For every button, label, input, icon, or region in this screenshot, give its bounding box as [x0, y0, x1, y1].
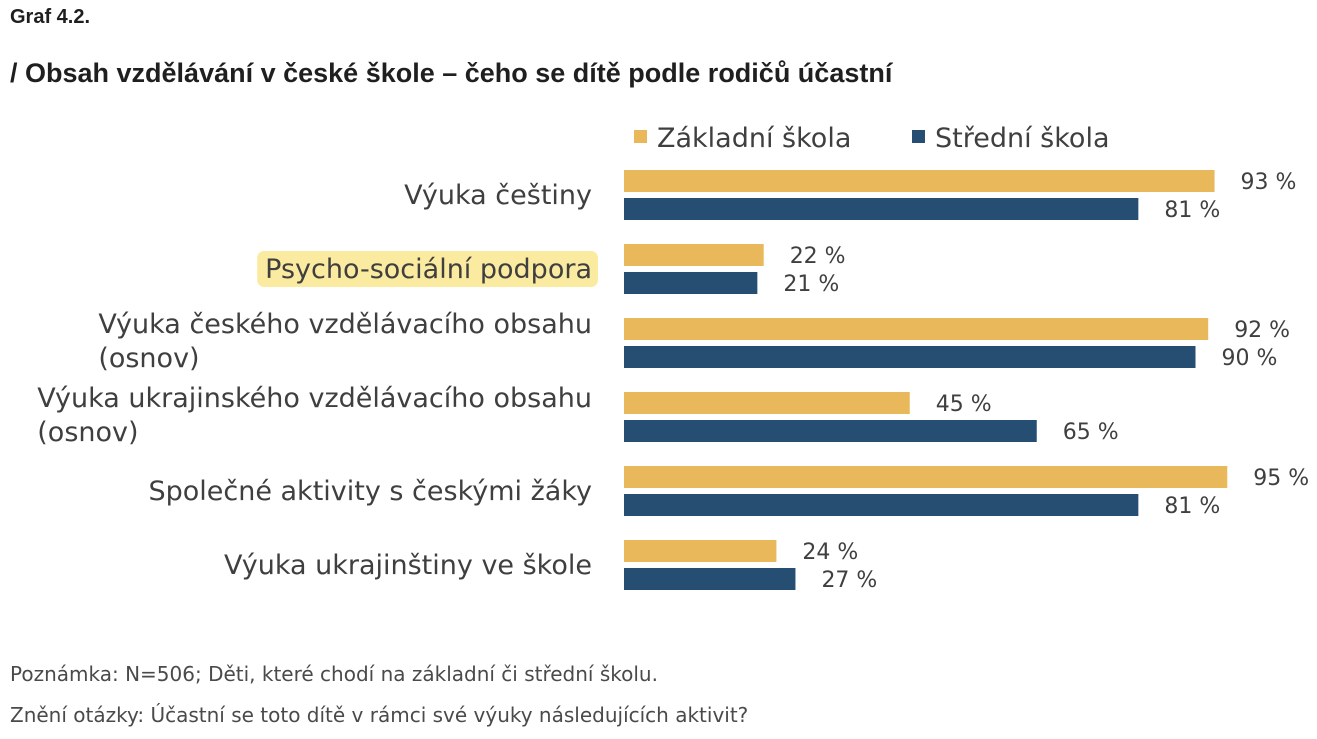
- bar-stredni: [624, 198, 1139, 220]
- bar-chart: Základní škola Střední škola Výuka češtiny…: [37, 123, 1309, 593]
- bar-zakladni: [624, 466, 1228, 488]
- value-label: 93 %: [1241, 170, 1297, 195]
- value-label: 92 %: [1234, 318, 1290, 343]
- value-label: 81 %: [1164, 494, 1220, 519]
- bar-zakladni: [624, 170, 1215, 192]
- chart-title: / Obsah vzdělávání v české škole – čeho …: [10, 58, 893, 88]
- category-label: Výuka ukrajinštiny ve škole: [224, 550, 592, 581]
- category-label: Psycho-sociální podpora: [265, 254, 592, 285]
- category-label: Výuka českého vzdělávacího obsahu: [98, 309, 592, 340]
- question-wording: Znění otázky: Účastní se toto dítě v rám…: [10, 703, 749, 727]
- bar-zakladni: [624, 540, 777, 562]
- category-label: Výuka češtiny: [404, 180, 592, 211]
- category-label: (osnov): [98, 343, 199, 374]
- legend-swatch-1: [634, 130, 647, 143]
- category-highlight: [257, 251, 598, 287]
- category-label: Výuka ukrajinského vzdělávacího obsahu: [37, 383, 592, 414]
- category-label: Společné aktivity s českými žáky: [148, 476, 592, 507]
- chart-note: Poznámka: N=506; Děti, které chodí na zá…: [10, 662, 658, 686]
- bar-zakladni: [624, 244, 764, 266]
- value-label: 65 %: [1063, 420, 1119, 445]
- legend-swatch-2: [912, 130, 925, 143]
- bar-zakladni: [624, 318, 1209, 340]
- legend-label-2: Střední škola: [935, 123, 1110, 154]
- value-label: 45 %: [936, 392, 992, 417]
- bar-zakladni: [624, 392, 910, 414]
- bar-stredni: [624, 568, 796, 590]
- value-label: 27 %: [821, 568, 877, 593]
- value-label: 95 %: [1253, 466, 1309, 491]
- bar-stredni: [624, 420, 1037, 442]
- figure-number: Graf 4.2.: [10, 6, 91, 28]
- bar-stredni: [624, 346, 1196, 368]
- value-label: 24 %: [802, 540, 858, 565]
- value-label: 81 %: [1164, 198, 1220, 223]
- value-label: 22 %: [790, 244, 846, 269]
- bar-stredni: [624, 494, 1139, 516]
- value-label: 21 %: [783, 272, 839, 297]
- category-label: (osnov): [37, 417, 138, 448]
- legend-label-1: Základní škola: [657, 123, 851, 154]
- value-label: 90 %: [1222, 346, 1278, 371]
- bar-stredni: [624, 272, 758, 294]
